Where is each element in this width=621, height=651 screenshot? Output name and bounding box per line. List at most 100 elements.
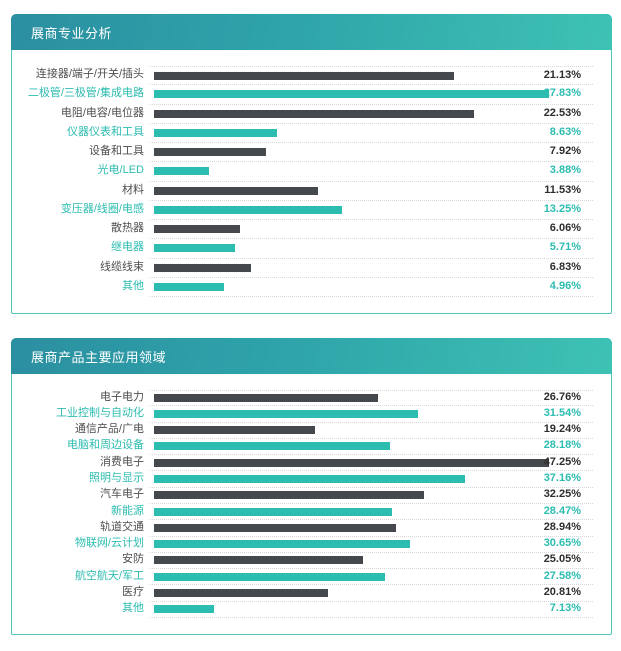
value-bar	[154, 167, 210, 176]
value-bar	[154, 148, 267, 157]
row-track: 6.83%	[150, 259, 593, 278]
value-bar	[154, 205, 343, 214]
value-bar	[154, 394, 378, 403]
chart-row: 其他 4.96%	[24, 278, 593, 297]
value-bar	[154, 507, 392, 516]
value-label: 11.53%	[544, 183, 581, 196]
category-label: 散热器	[111, 222, 144, 235]
value-label: 31.54%	[543, 406, 581, 419]
chart-row: 线缆线束 6.83%	[24, 259, 593, 278]
value-bar	[154, 491, 424, 500]
chart-row: 仪器仪表和工具 8.63%	[24, 124, 593, 143]
row-track: 6.06%	[150, 220, 593, 240]
category-label: 仪器仪表和工具	[67, 125, 144, 138]
chart-row: 消费电子 47.25%	[24, 455, 593, 472]
value-bar	[154, 244, 235, 253]
row-track: 27.83%	[150, 85, 593, 105]
chart-row: 二极管/三极管/集成电路 27.83%	[24, 85, 593, 105]
row-track: 28.47%	[150, 504, 593, 521]
category-label: 连接器/端子/开关/插头	[35, 68, 144, 81]
value-bar	[154, 540, 411, 549]
value-bar	[154, 572, 385, 581]
value-label: 5.71%	[549, 241, 581, 254]
category-label: 安防	[122, 553, 144, 566]
value-bar	[154, 605, 214, 614]
chart-row: 新能源 28.47%	[24, 504, 593, 521]
row-track: 7.13%	[150, 602, 593, 618]
category-label: 消费电子	[100, 455, 144, 468]
category-label: 二极管/三极管/集成电路	[27, 87, 144, 100]
chart-row: 光电/LED 3.88%	[24, 162, 593, 182]
category-label: 电阻/电容/电位器	[60, 106, 144, 119]
panel-title: 展商产品主要应用领域	[31, 349, 167, 365]
value-label: 28.94%	[543, 520, 581, 533]
category-label: 光电/LED	[97, 164, 144, 177]
row-track: 28.18%	[150, 439, 593, 456]
chart-row: 继电器 5.71%	[24, 239, 593, 259]
category-label: 轨道交通	[100, 520, 144, 533]
category-label: 医疗	[122, 586, 144, 599]
value-label: 7.13%	[549, 602, 581, 615]
panel-product-application-fields: 展商产品主要应用领域 电子电力 26.76% 工业控制与自动化 31.54% 通信产品/…	[11, 338, 612, 635]
value-bar	[154, 523, 396, 532]
row-track: 8.63%	[150, 124, 593, 143]
value-bar	[154, 186, 318, 195]
row-track: 25.05%	[150, 553, 593, 570]
value-label: 28.18%	[543, 439, 581, 452]
chart-row: 工业控制与自动化 31.54%	[24, 406, 593, 423]
row-track: 28.94%	[150, 520, 593, 537]
chart-row: 医疗 20.81%	[24, 585, 593, 602]
value-label: 20.81%	[543, 586, 581, 599]
row-track: 7.92%	[150, 143, 593, 163]
row-track: 21.13%	[150, 66, 593, 86]
value-bar	[154, 109, 474, 118]
value-bar	[154, 263, 251, 272]
panel-title: 展商专业分析	[31, 25, 113, 41]
chart-row: 照明与显示 37.16%	[24, 471, 593, 488]
row-track: 47.25%	[150, 455, 593, 472]
panel-header: 展商专业分析	[11, 14, 612, 50]
row-track: 31.54%	[150, 406, 593, 423]
category-label: 材料	[122, 183, 144, 196]
value-bar	[154, 71, 454, 80]
category-label: 航空航天/军工	[74, 569, 144, 582]
value-label: 30.65%	[543, 537, 581, 550]
value-label: 47.25%	[543, 455, 581, 468]
value-label: 28.47%	[543, 504, 581, 517]
value-label: 27.58%	[543, 569, 581, 582]
value-bar	[154, 458, 549, 467]
category-label: 设备和工具	[89, 145, 144, 158]
chart-row: 电脑和周边设备 28.18%	[24, 439, 593, 456]
value-label: 3.88%	[549, 164, 581, 177]
value-bar	[154, 409, 418, 418]
category-label: 通信产品/广电	[74, 423, 144, 436]
row-track: 13.25%	[150, 201, 593, 220]
row-track: 27.58%	[150, 569, 593, 586]
value-label: 26.76%	[543, 391, 581, 404]
chart-row: 连接器/端子/开关/插头 21.13%	[24, 66, 593, 86]
row-track: 19.24%	[150, 423, 593, 439]
value-bar	[154, 90, 549, 99]
chart-row: 电阻/电容/电位器 22.53%	[24, 105, 593, 124]
value-bar	[154, 556, 364, 565]
value-label: 7.92%	[549, 145, 581, 158]
row-track: 4.96%	[150, 278, 593, 297]
category-label: 汽车电子	[100, 488, 144, 501]
value-label: 21.13%	[543, 68, 581, 81]
row-track: 37.16%	[150, 471, 593, 488]
chart-row: 安防 25.05%	[24, 553, 593, 570]
bar-chart-applications: 电子电力 26.76% 工业控制与自动化 31.54% 通信产品/广电 19.24% 电脑和…	[12, 375, 611, 634]
value-label: 22.53%	[543, 106, 581, 119]
row-track: 3.88%	[150, 162, 593, 182]
value-label: 8.63%	[549, 125, 581, 138]
row-track: 11.53%	[150, 182, 593, 201]
value-label: 25.05%	[543, 553, 581, 566]
category-label: 变压器/线圈/电感	[60, 202, 144, 215]
value-bar	[154, 225, 240, 234]
category-label: 其他	[122, 602, 144, 615]
chart-row: 设备和工具 7.92%	[24, 143, 593, 163]
row-track: 30.65%	[150, 537, 593, 553]
value-bar	[154, 589, 328, 598]
bar-chart-specialty: 连接器/端子/开关/插头 21.13% 二极管/三极管/集成电路 27.83% 电阻/电…	[12, 51, 611, 313]
category-label: 其他	[122, 279, 144, 292]
